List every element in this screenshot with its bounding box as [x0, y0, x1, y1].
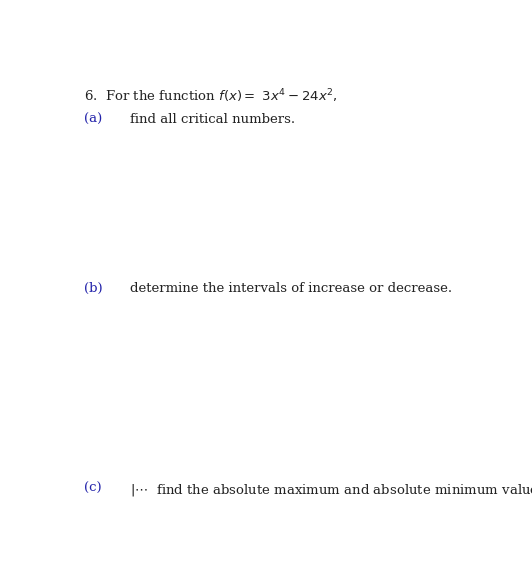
- Text: (a): (a): [84, 113, 102, 126]
- Text: find all critical numbers.: find all critical numbers.: [130, 113, 296, 126]
- Text: 6.  For the function $f(x) = \ 3x^4 - 24x^2,$: 6. For the function $f(x) = \ 3x^4 - 24x…: [84, 87, 337, 105]
- Text: (b): (b): [84, 282, 103, 294]
- Text: $|\cdots$  find the absolute maximum and absolute minimum values on the interval: $|\cdots$ find the absolute maximum and …: [130, 482, 532, 498]
- Text: (c): (c): [84, 482, 102, 495]
- Text: determine the intervals of increase or decrease.: determine the intervals of increase or d…: [130, 282, 453, 294]
